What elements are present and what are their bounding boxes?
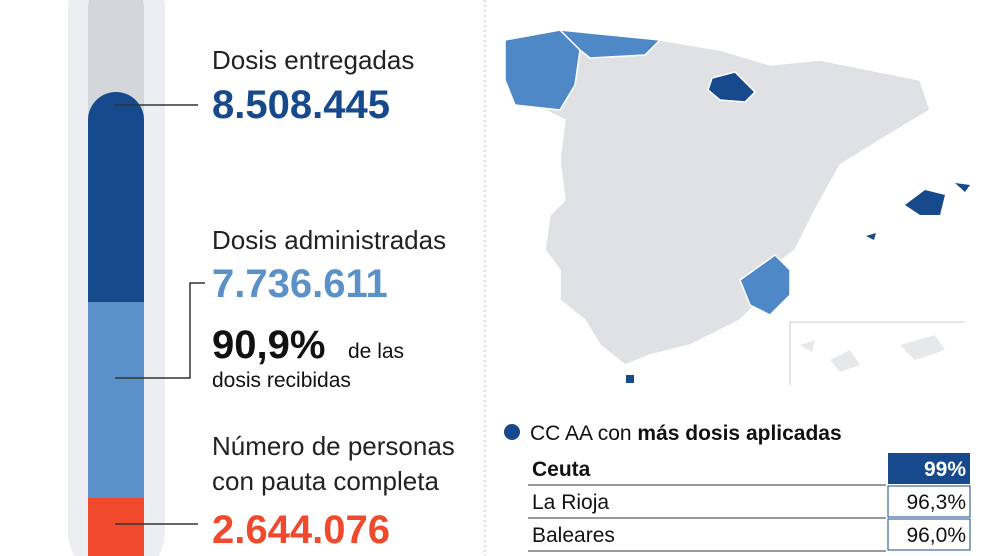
value: 7.736.611	[212, 262, 388, 306]
percent: 90,9%	[212, 323, 325, 367]
value-cell	[887, 518, 971, 551]
segment-complete	[88, 498, 144, 556]
legend-text: CC AA con más dosis aplicadas	[530, 422, 842, 445]
row-value: 99%	[924, 458, 966, 481]
value: 2.644.076	[212, 508, 390, 552]
row-name: Ceuta	[532, 458, 591, 481]
legend-dot	[504, 424, 520, 440]
label: Dosis administradas	[212, 225, 446, 255]
row-name: La Rioja	[532, 491, 609, 514]
legend-bold: más dosis aplicadas	[637, 422, 841, 445]
segment-delivered	[88, 92, 144, 302]
value: 8.508.445	[212, 83, 390, 127]
percent-text: dosis recibidas	[212, 369, 351, 392]
table: Ceuta 99% La Rioja 96,3% Baleares 96,0%	[528, 453, 971, 552]
label: con pauta completa	[212, 466, 439, 496]
connector	[115, 282, 205, 379]
label: Número de personas	[212, 431, 455, 461]
value-cell	[888, 453, 970, 484]
percent-text: de las	[348, 340, 404, 363]
segment-administered	[88, 302, 144, 498]
label: Dosis entregadas	[212, 45, 414, 75]
row-value: 96,3%	[906, 491, 966, 514]
legend-text: CC AA con	[530, 422, 637, 445]
row-name: Baleares	[532, 524, 615, 547]
map	[504, 29, 970, 385]
row-value: 96,0%	[906, 524, 966, 547]
value-cell	[887, 485, 971, 518]
